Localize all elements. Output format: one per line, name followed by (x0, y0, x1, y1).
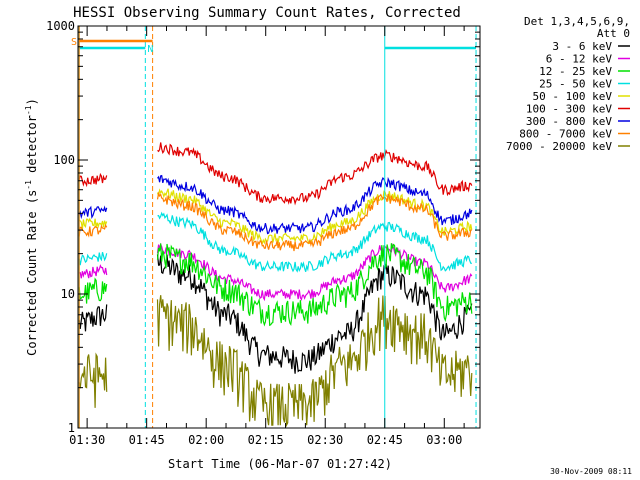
x-tick-label-5: 02:30 (307, 433, 343, 447)
y-tick-label-2: 10 (61, 287, 75, 301)
plot-frame (77, 25, 481, 429)
legend-label-3: 12 - 25 keV (539, 65, 612, 78)
chart-title: HESSI Observing Summary Count Rates, Cor… (73, 5, 461, 21)
y-tick-label-4: 1000 (46, 19, 75, 33)
series-line-6 (78, 142, 473, 206)
series-line-7 (78, 174, 473, 235)
saa-flag-label: S (71, 37, 77, 48)
plot-content: SN (71, 26, 477, 428)
x-tick-label-6: 02:45 (367, 433, 403, 447)
x-tick-label-1: 01:30 (69, 433, 105, 447)
series-line-3 (78, 243, 473, 327)
legend-label-9: 7000 - 20000 keV (506, 140, 612, 153)
x-tick-label-3: 02:00 (188, 433, 224, 447)
series-line-4 (78, 211, 473, 273)
series-line-8 (78, 191, 472, 252)
legend-label-8: 800 - 7000 keV (519, 128, 612, 141)
legend-label-5: 50 - 100 keV (533, 90, 613, 103)
y-axis-title: Corrected Count Rate (s-1 detector-1) (24, 98, 39, 356)
y-tick-label-3: 100 (53, 153, 75, 167)
legend-label-7: 300 - 800 keV (526, 115, 612, 128)
y-tick-label-1: 1 (68, 421, 75, 435)
x-axis-title: Start Time (06-Mar-07 01:27:42) (168, 457, 392, 471)
series-line-9 (78, 295, 473, 428)
series-line-1 (78, 254, 473, 374)
y-axis-title-main: Corrected Count Rate (s (25, 190, 39, 356)
y-axis-title-sup1: -1 (24, 180, 33, 190)
legend-label-1: 3 - 6 keV (552, 40, 612, 53)
x-tick-label-2: 01:45 (129, 433, 165, 447)
y-axis-title-end: ) (25, 98, 39, 105)
x-tick-label-7: 03:00 (426, 433, 462, 447)
legend-header-line-1: Det 1,3,4,5,6,9, (524, 15, 630, 28)
series-line-2 (79, 242, 473, 302)
footer-date: 30-Nov-2009 08:11 (550, 467, 632, 476)
legend-label-2: 6 - 12 keV (546, 53, 613, 66)
y-axis-title-sup2: -1 (24, 105, 33, 115)
legend-header-line-2: Att 0 (597, 27, 630, 40)
night-flag-label: N (147, 44, 153, 55)
legend-label-4: 25 - 50 keV (539, 78, 612, 91)
axes: 1 10 100 1000 01:30 01:45 02:00 02:15 02:30 02:45… (46, 19, 480, 447)
y-axis-title-mid: detector (25, 115, 39, 180)
legend-label-6: 100 - 300 keV (526, 103, 612, 116)
x-tick-label-4: 02:15 (248, 433, 284, 447)
